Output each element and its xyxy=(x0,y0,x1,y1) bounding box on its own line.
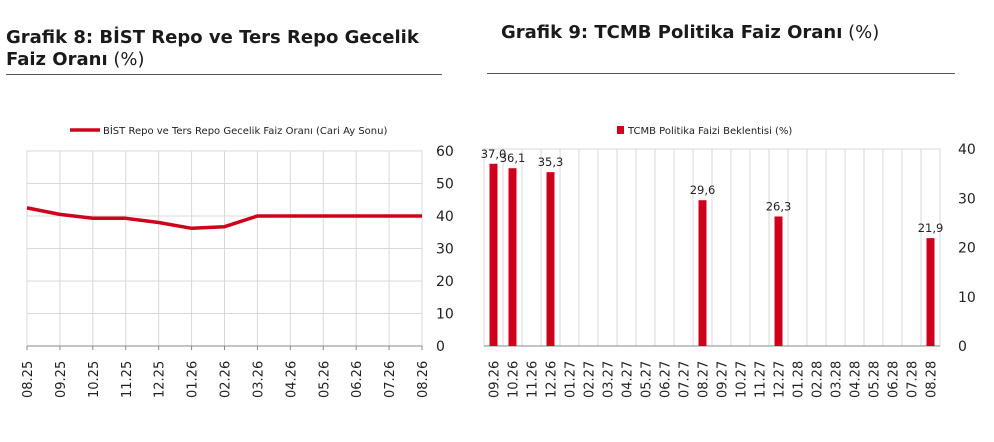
x-tick-label: 02.26 xyxy=(219,361,234,398)
x-tick-label: 06.26 xyxy=(350,361,365,398)
x-tick-label: 01.27 xyxy=(564,361,579,398)
chart9-title-rule xyxy=(487,73,955,74)
y-tick-label: 30 xyxy=(436,242,454,258)
bar-data-label: 37,0 xyxy=(481,147,507,161)
x-tick-label: 05.27 xyxy=(640,361,655,398)
y-tick-label: 0 xyxy=(436,339,445,355)
chart9-title-text: Grafik 9: TCMB Politika Faiz Oranı xyxy=(501,22,843,43)
bar xyxy=(489,163,498,346)
y-tick-label: 40 xyxy=(958,142,976,158)
y-tick-label: 10 xyxy=(436,307,454,323)
legend-label: TCMB Politika Faizi Beklentisi (%) xyxy=(627,126,792,137)
x-tick-label: 01.28 xyxy=(792,361,807,398)
series-line xyxy=(26,206,422,231)
x-tick-label: 04.28 xyxy=(849,361,864,398)
y-tick-label: 40 xyxy=(436,209,454,225)
x-tick-label: 05.28 xyxy=(868,361,883,398)
x-tick-label: 08.25 xyxy=(21,361,36,398)
chart8-title-unit: (%) xyxy=(107,49,145,70)
x-tick-label: 11.25 xyxy=(120,361,135,398)
x-tick-label: 07.27 xyxy=(678,361,693,398)
bar-data-label: 36,1 xyxy=(500,151,526,165)
legend-label: BİST Repo ve Ters Repo Gecelik Faiz Oran… xyxy=(103,124,387,137)
x-tick-label: 02.27 xyxy=(583,361,598,398)
bar xyxy=(698,200,707,346)
bar xyxy=(546,172,555,346)
x-tick-label: 03.27 xyxy=(602,361,617,398)
bar xyxy=(926,238,935,346)
x-tick-label: 08.26 xyxy=(416,361,431,398)
y-tick-label: 0 xyxy=(958,339,967,355)
x-tick-label: 09.27 xyxy=(716,361,731,398)
x-tick-label: 01.26 xyxy=(186,361,201,398)
x-tick-label: 06.28 xyxy=(887,361,902,398)
x-tick-label: 10.27 xyxy=(735,361,750,398)
x-tick-label: 12.25 xyxy=(153,361,168,398)
x-tick-label: 10.26 xyxy=(507,361,522,398)
x-tick-label: 03.26 xyxy=(251,361,266,398)
x-tick-label: 05.26 xyxy=(317,361,332,398)
x-tick-label: 08.27 xyxy=(697,361,712,398)
x-tick-label: 12.27 xyxy=(773,361,788,398)
y-tick-label: 60 xyxy=(436,144,454,160)
x-tick-label: 04.27 xyxy=(621,361,636,398)
y-tick-label: 30 xyxy=(958,191,976,207)
x-tick-label: 07.26 xyxy=(383,361,398,398)
bar-data-label: 21,9 xyxy=(918,221,944,235)
bar-data-label: 26,3 xyxy=(766,199,792,213)
x-tick-label: 12.26 xyxy=(545,361,560,398)
x-tick-label: 02.28 xyxy=(811,361,826,398)
bar-data-label: 29,6 xyxy=(690,183,716,197)
x-tick-label: 03.28 xyxy=(830,361,845,398)
x-tick-label: 11.26 xyxy=(526,361,541,398)
x-tick-label: 09.26 xyxy=(488,361,503,398)
chart8-title-text: Grafik 8: BİST Repo ve Ters Repo Gecelik… xyxy=(6,27,419,70)
x-tick-label: 06.27 xyxy=(659,361,674,398)
x-tick-label: 07.28 xyxy=(906,361,921,398)
x-tick-label: 08.28 xyxy=(925,361,940,398)
y-tick-label: 20 xyxy=(436,274,454,290)
bar xyxy=(774,216,783,346)
legend-swatch xyxy=(617,126,624,134)
bar xyxy=(508,168,517,346)
y-tick-label: 50 xyxy=(436,177,454,193)
y-tick-label: 20 xyxy=(958,241,976,257)
chart9-title: Grafik 9: TCMB Politika Faiz Oranı (%) xyxy=(501,22,961,44)
chart8-title: Grafik 8: BİST Repo ve Ters Repo Gecelik… xyxy=(6,27,446,71)
x-tick-label: 10.25 xyxy=(87,361,102,398)
bar-data-label: 35,3 xyxy=(538,155,564,169)
x-tick-label: 09.25 xyxy=(54,361,69,398)
chart9-title-unit: (%) xyxy=(842,22,880,43)
x-tick-label: 11.27 xyxy=(754,361,769,398)
y-tick-label: 10 xyxy=(958,290,976,306)
x-tick-label: 04.26 xyxy=(284,361,299,398)
chart8-title-rule xyxy=(6,74,442,75)
